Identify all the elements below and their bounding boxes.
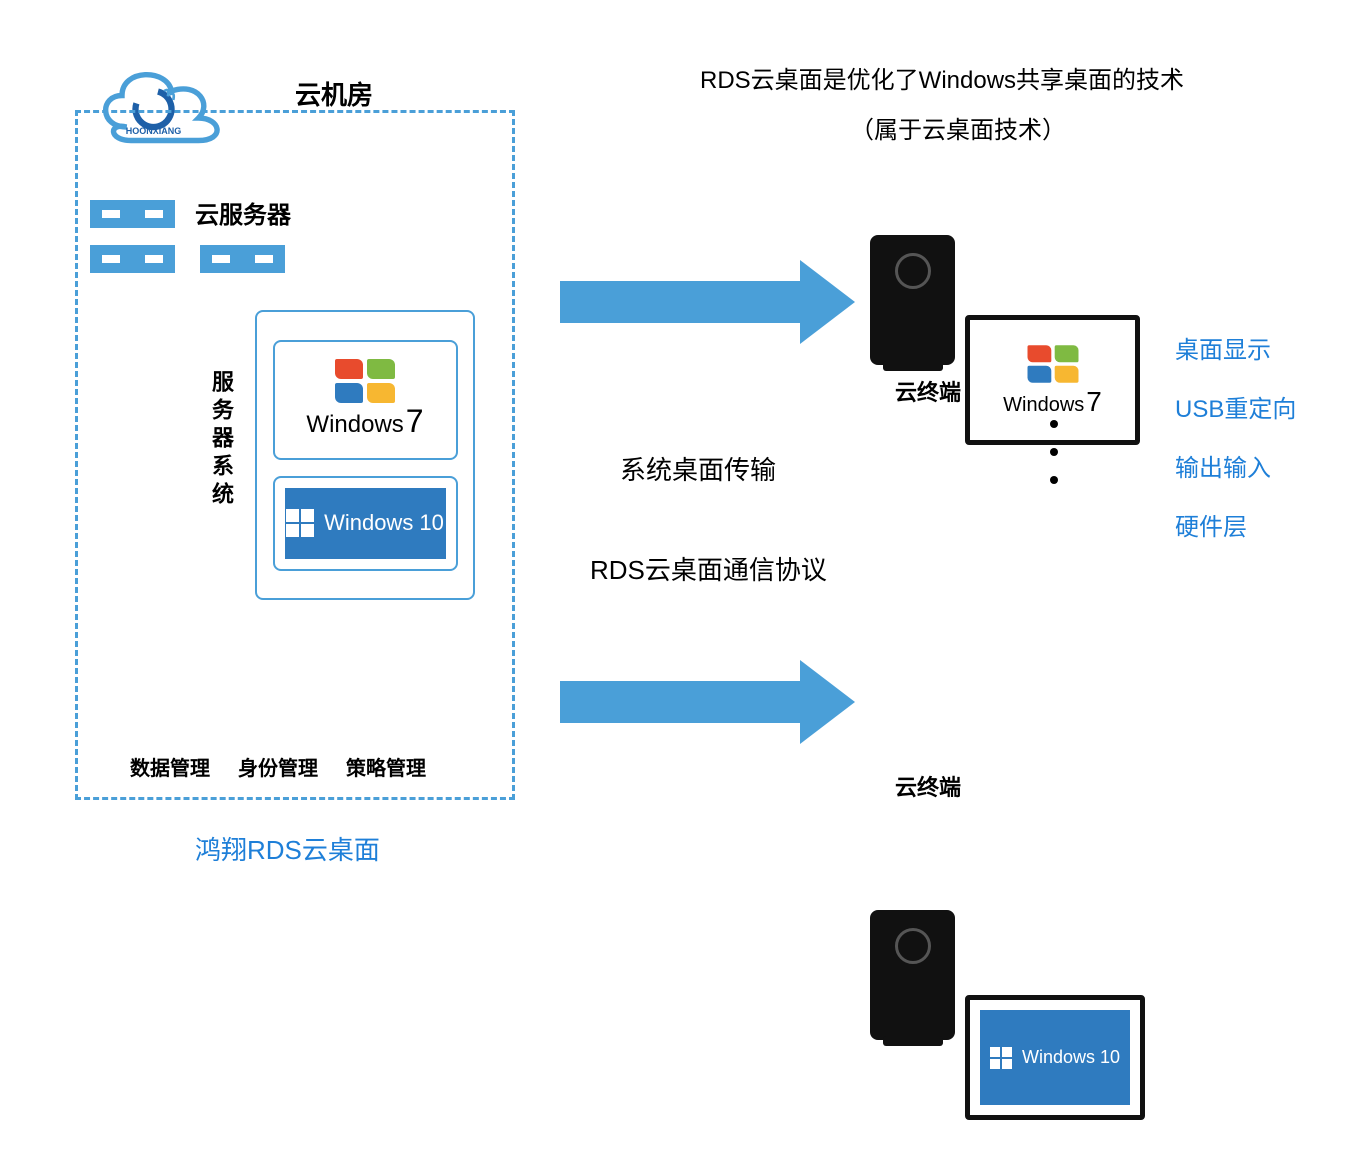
mgmt-row: 数据管理 身份管理 策略管理 [130,752,426,781]
server-os-vertical-label: 服务器系统 [205,370,237,510]
mgmt-item: 身份管理 [238,752,318,781]
feature-item: 输出输入 [1175,448,1296,483]
cloud-title: 云机房 [295,75,373,112]
server-block-icon [90,200,175,228]
windows7-text: Windows7 [306,403,423,440]
monitor-icon: Windows7 [965,315,1360,480]
mgmt-item: 数据管理 [130,752,210,781]
windows10-badge-outer: Windows 10 [273,476,458,571]
terminal-label-bottom: 云终端 [895,770,961,802]
terminal-label-top: 云终端 [895,375,961,407]
windows7-flag-icon [335,359,395,403]
ellipsis-dots [1050,420,1058,484]
thin-client-icon [870,910,955,1040]
thin-client-icon [870,235,955,365]
mgmt-item: 策略管理 [346,752,426,781]
monitor-icon: Windows 10 [965,995,1360,1155]
windows7-badge: Windows7 [273,340,458,460]
monitor-win10-content: Windows 10 [980,1010,1130,1105]
windows10-text: Windows 10 [324,510,444,536]
server-block-icon [200,245,285,273]
monitor-win7-content: Windows7 [1003,342,1102,418]
arrow-bottom [560,660,855,744]
footer-caption: 鸿翔RDS云桌面 [195,830,380,867]
center-text-1: 系统桌面传输 [620,450,776,487]
servers-label: 云服务器 [195,195,291,230]
windows10-flag-icon [286,509,314,537]
center-text-2: RDS云桌面通信协议 [590,550,827,587]
server-os-box: Windows7 Windows 10 [255,310,475,600]
server-block-icon [90,245,175,273]
arrow-top [560,260,855,344]
feature-item: 硬件层 [1175,507,1296,542]
header-right-2: （属于云桌面技术） [850,110,1066,145]
feature-item: USB重定向 [1175,389,1296,424]
header-right-1: RDS云桌面是优化了Windows共享桌面的技术 [700,60,1184,95]
feature-item: 桌面显示 [1175,330,1296,365]
feature-list: 桌面显示 USB重定向 输出输入 硬件层 [1175,330,1296,542]
windows10-badge: Windows 10 [285,488,446,559]
